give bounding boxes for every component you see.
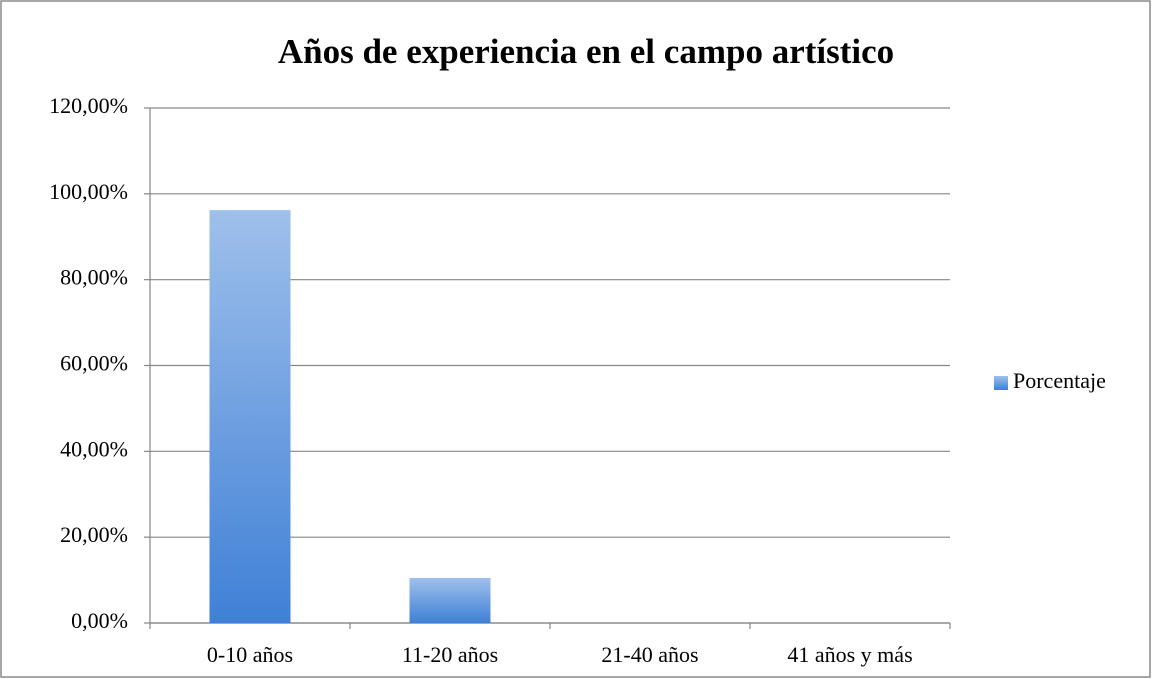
y-tick-label: 0,00%	[71, 608, 128, 633]
x-tick-label: 41 años y más	[787, 642, 912, 667]
y-tick-label: 120,00%	[49, 93, 128, 118]
y-tick-label: 40,00%	[60, 436, 128, 461]
y-tick-label: 60,00%	[60, 351, 128, 376]
bar	[409, 577, 491, 623]
legend-label: Porcentaje	[1013, 368, 1106, 393]
x-tick-label: 11-20 años	[402, 642, 498, 667]
legend-swatch	[994, 376, 1008, 390]
y-tick-label: 80,00%	[60, 265, 128, 290]
y-tick-label: 20,00%	[60, 522, 128, 547]
x-tick-label: 0-10 años	[207, 642, 293, 667]
y-tick-label: 100,00%	[49, 179, 128, 204]
x-tick-label: 21-40 años	[601, 642, 698, 667]
chart-title: Años de experiencia en el campo artístic…	[278, 32, 894, 71]
bar	[209, 210, 291, 623]
